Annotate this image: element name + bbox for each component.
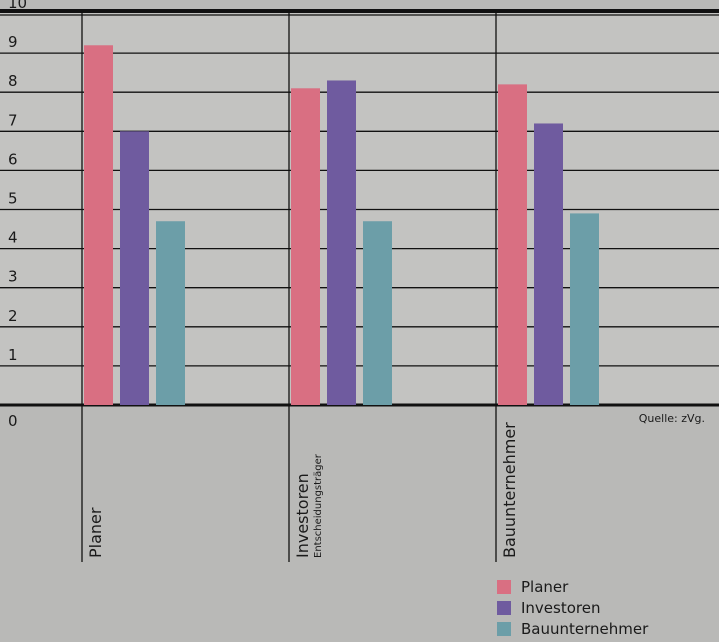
legend-swatch-investoren <box>497 600 511 615</box>
bar-bauunternehmer <box>570 213 599 405</box>
bar-investoren <box>327 80 356 405</box>
y-tick-label: 9 <box>8 33 18 51</box>
y-tick-label: 6 <box>8 150 18 168</box>
bar-investoren <box>120 131 149 406</box>
y-tick-label: 3 <box>8 268 18 286</box>
y-tick-label: 5 <box>8 190 18 208</box>
y-tick-label: 2 <box>8 307 18 325</box>
plot-background <box>0 10 719 405</box>
legend-item-investoren: Investoren <box>497 597 648 618</box>
legend-label-investoren: Investoren <box>521 598 601 617</box>
y-tick-label: 7 <box>8 111 18 129</box>
category-label: Planer <box>86 507 105 558</box>
bar-investoren <box>534 123 563 405</box>
category-sublabel: Entscheidungsträger <box>313 453 324 558</box>
y-tick-label: 1 <box>8 346 18 364</box>
y-tick-label: 8 <box>8 72 18 90</box>
bar-bauunternehmer <box>363 221 392 405</box>
bar-bauunternehmer <box>156 221 185 405</box>
bar-planer <box>291 88 320 405</box>
category-label: Investoren <box>293 473 312 558</box>
y-tick-label: 4 <box>8 229 18 247</box>
chart-legend: Planer Investoren Bauunternehmer <box>497 576 648 639</box>
bar-planer <box>498 84 527 405</box>
y-tick-label: 0 <box>8 412 18 430</box>
legend-swatch-bauunternehmer <box>497 621 511 636</box>
y-tick-label: 10 <box>8 0 27 12</box>
legend-label-bauunternehmer: Bauunternehmer <box>521 619 649 638</box>
legend-item-bauunternehmer: Bauunternehmer <box>497 618 648 639</box>
bar-planer <box>84 45 113 405</box>
legend-swatch-planer <box>497 579 511 594</box>
source-note: Quelle: zVg. <box>638 412 705 425</box>
category-label: Bauunternehmer <box>500 422 519 558</box>
legend-item-planer: Planer <box>497 576 648 597</box>
legend-label-planer: Planer <box>521 577 569 596</box>
